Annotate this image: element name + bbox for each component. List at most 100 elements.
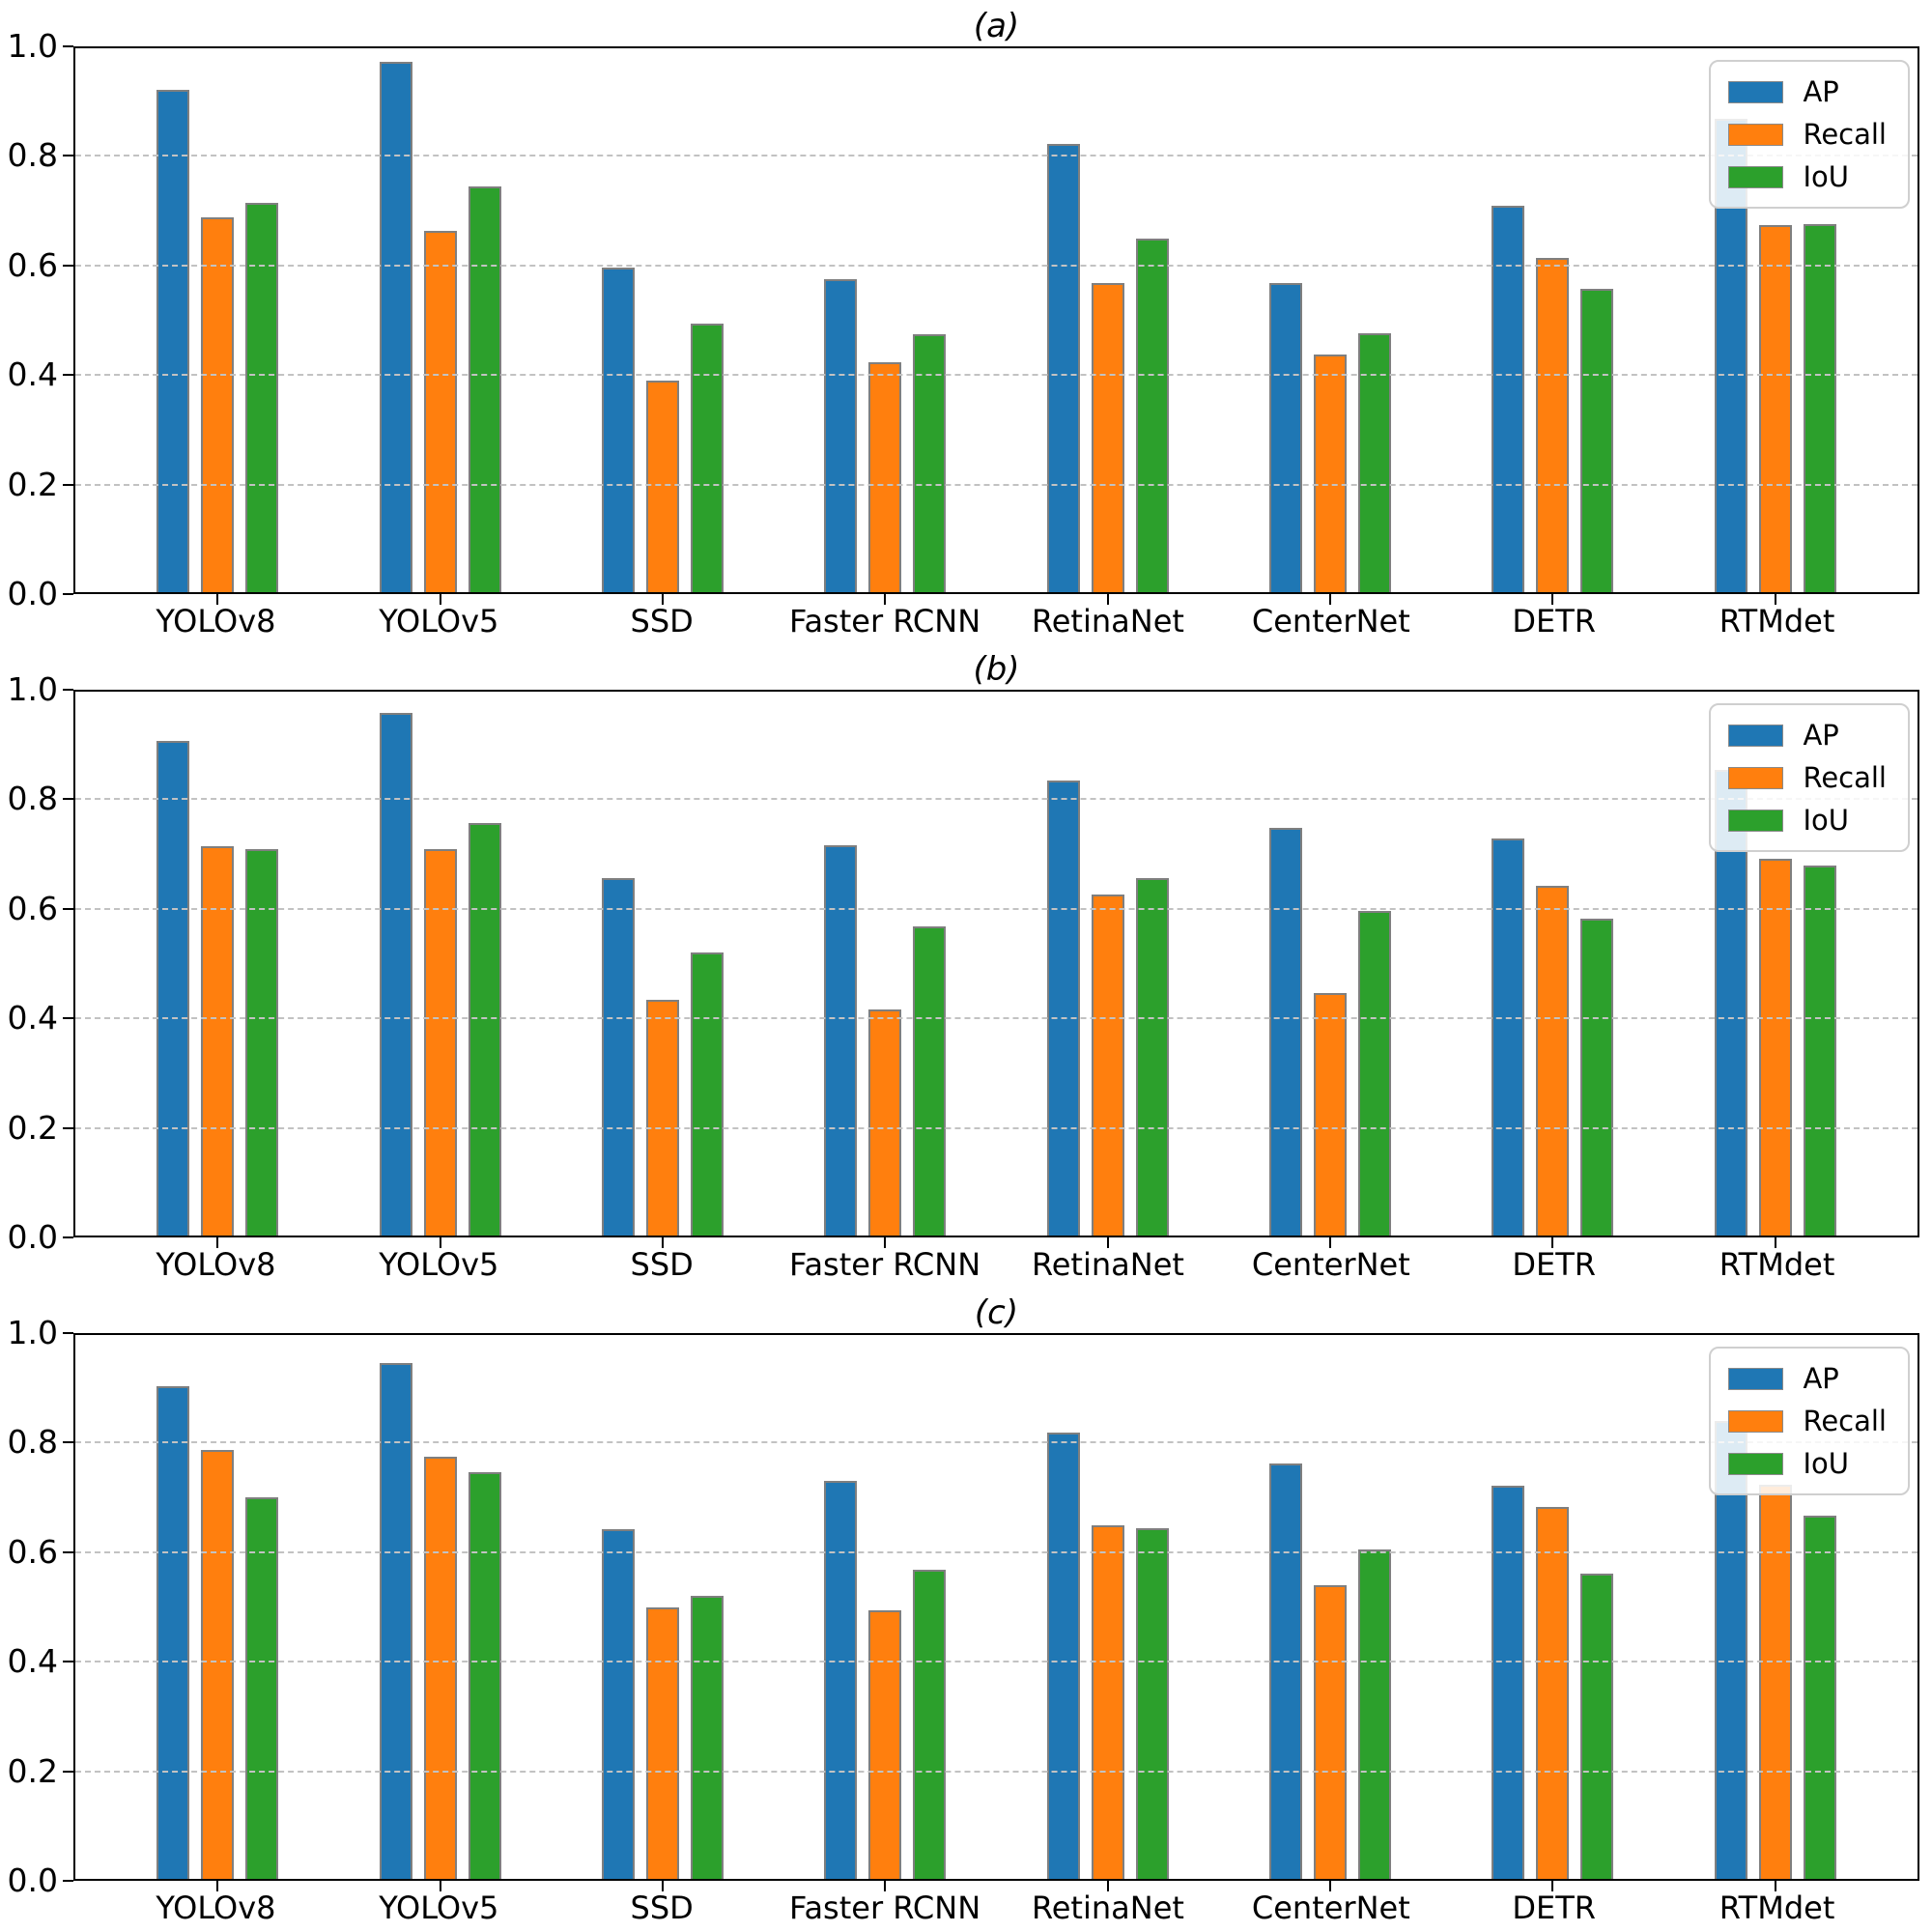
bar-ap-ssd [601, 268, 635, 592]
subplot-a-title: (a) [973, 7, 1020, 45]
x-tick-label: Faster RCNN [788, 1246, 981, 1283]
bar-group-retinanet [997, 692, 1219, 1248]
x-tick-label: YOLOv5 [379, 1246, 499, 1283]
y-tick-label: 0.0 [7, 1861, 58, 1899]
bar-iou-detr [1580, 289, 1614, 592]
x-tick-label: RetinaNet [1031, 1889, 1184, 1926]
gridline [75, 1441, 1918, 1444]
y-tick-label: 1.0 [7, 1314, 58, 1351]
bar-iou-yolov8 [245, 1496, 279, 1879]
bar-ap-centernet [1269, 828, 1303, 1236]
x-tick-mark [216, 1237, 219, 1248]
bar-group-retinanet [997, 1335, 1219, 1891]
bar-recall-retinanet [1091, 1525, 1124, 1879]
subplot-a-axes: 0.0 0.2 0.4 0.6 0.8 1.0 AP Recall IoU [0, 30, 1932, 611]
bar-group-rtmdet [1664, 1335, 1887, 1891]
y-tick-label: 0.4 [7, 999, 58, 1037]
y-tick-label: 0.8 [7, 780, 58, 818]
bar-recall-detr [1536, 886, 1570, 1236]
bar-ap-retinanet [1046, 1432, 1080, 1879]
y-tick-mark [63, 1770, 73, 1773]
bar-group-centernet [1219, 1335, 1441, 1891]
bar-group-ssd [552, 1335, 774, 1891]
x-tick-mark [1774, 594, 1776, 605]
gridline [75, 1770, 1918, 1773]
legend-swatch-recall [1728, 1409, 1784, 1433]
y-tick-label: 0.2 [7, 1108, 58, 1147]
bar-recall-centernet [1314, 992, 1348, 1236]
bar-ap-yolov8 [156, 1385, 190, 1879]
legend-entry-ap: AP [1728, 721, 1887, 750]
bar-ap-ssd [601, 1529, 635, 1879]
legend: AP Recall IoU [1709, 60, 1910, 209]
bar-group-yolov8 [106, 692, 328, 1248]
legend-label: Recall [1803, 761, 1887, 794]
bar-ap-retinanet [1046, 781, 1080, 1236]
x-tick-label: CenterNet [1251, 1246, 1410, 1283]
x-tick-mark [1774, 1237, 1776, 1248]
y-tick-label: 0.2 [7, 465, 58, 503]
y-tick-label: 0.6 [7, 1532, 58, 1571]
legend-swatch-ap [1728, 724, 1784, 747]
bar-recall-yolov5 [423, 849, 457, 1236]
plot-area: AP Recall IoU [73, 46, 1919, 605]
bar-group-detr [1441, 1335, 1663, 1891]
legend-swatch-iou [1728, 809, 1784, 832]
x-tick-mark [439, 594, 441, 605]
legend-entry-ap: AP [1728, 77, 1887, 106]
bar-recall-centernet [1314, 1585, 1348, 1879]
bar-group-yolov5 [328, 692, 551, 1248]
bar-iou-yolov5 [468, 1471, 501, 1879]
bar-recall-ssd [645, 999, 679, 1236]
x-tick-label: SSD [630, 1889, 694, 1926]
x-tick-mark [1106, 1237, 1109, 1248]
legend-entry-recall: Recall [1728, 763, 1887, 792]
bar-ap-ssd [601, 878, 635, 1236]
bar-group-detr [1441, 692, 1663, 1248]
bar-ap-centernet [1269, 1463, 1303, 1879]
x-tick-label: YOLOv5 [379, 603, 499, 639]
legend-entry-iou: IoU [1728, 1449, 1887, 1478]
subplot-b-title: (b) [973, 650, 1020, 689]
bar-iou-ssd [690, 323, 724, 592]
y-tick-label: 0.0 [7, 1218, 58, 1256]
x-tick-mark [439, 1237, 441, 1248]
bar-recall-ssd [645, 381, 679, 592]
x-tick-label: YOLOv8 [156, 1246, 276, 1283]
legend-label: IoU [1803, 160, 1849, 193]
bar-recall-centernet [1314, 354, 1348, 592]
bar-iou-yolov5 [468, 186, 501, 592]
x-tick-label: RTMdet [1719, 1246, 1835, 1283]
bar-ap-faster-rcnn [824, 278, 858, 592]
y-tick-label: 0.2 [7, 1751, 58, 1790]
subplot-a: (a) 0.0 0.2 0.4 0.6 0.8 1.0 AP Recall IoU YOLOv… [0, 0, 1932, 643]
y-axis: 0.0 0.2 0.4 0.6 0.8 1.0 [0, 1317, 73, 1897]
x-tick-label: Faster RCNN [788, 603, 981, 639]
legend-entry-iou: IoU [1728, 806, 1887, 835]
bar-group-centernet [1219, 48, 1441, 605]
x-axis-labels: YOLOv8 YOLOv5 SSD Faster RCNN RetinaNet Cente… [73, 594, 1919, 639]
bar-groups [75, 48, 1918, 605]
x-tick-mark [1329, 1237, 1332, 1248]
bar-ap-detr [1492, 205, 1525, 592]
bar-iou-detr [1580, 1574, 1614, 1879]
legend: AP Recall IoU [1709, 1347, 1910, 1495]
x-tick-mark [1106, 594, 1109, 605]
y-tick-mark [63, 1332, 73, 1334]
x-axis-labels: YOLOv8 YOLOv5 SSD Faster RCNN RetinaNet Cente… [73, 1881, 1919, 1925]
bar-recall-detr [1536, 258, 1570, 592]
legend-swatch-recall [1728, 123, 1784, 146]
y-tick-mark [63, 1550, 73, 1553]
y-tick-mark [63, 483, 73, 486]
bar-recall-ssd [645, 1606, 679, 1879]
y-axis: 0.0 0.2 0.4 0.6 0.8 1.0 [0, 673, 73, 1254]
x-tick-label: CenterNet [1251, 603, 1410, 639]
bar-recall-rtmdet [1758, 1484, 1792, 1879]
subplot-c-title: (c) [974, 1293, 1019, 1332]
bar-ap-yolov5 [379, 1362, 412, 1879]
legend-entry-iou: IoU [1728, 162, 1887, 191]
bar-recall-yolov5 [423, 231, 457, 592]
bar-group-ssd [552, 692, 774, 1248]
subplot-b-axes: 0.0 0.2 0.4 0.6 0.8 1.0 AP Recall IoU [0, 673, 1932, 1254]
bar-group-centernet [1219, 692, 1441, 1248]
